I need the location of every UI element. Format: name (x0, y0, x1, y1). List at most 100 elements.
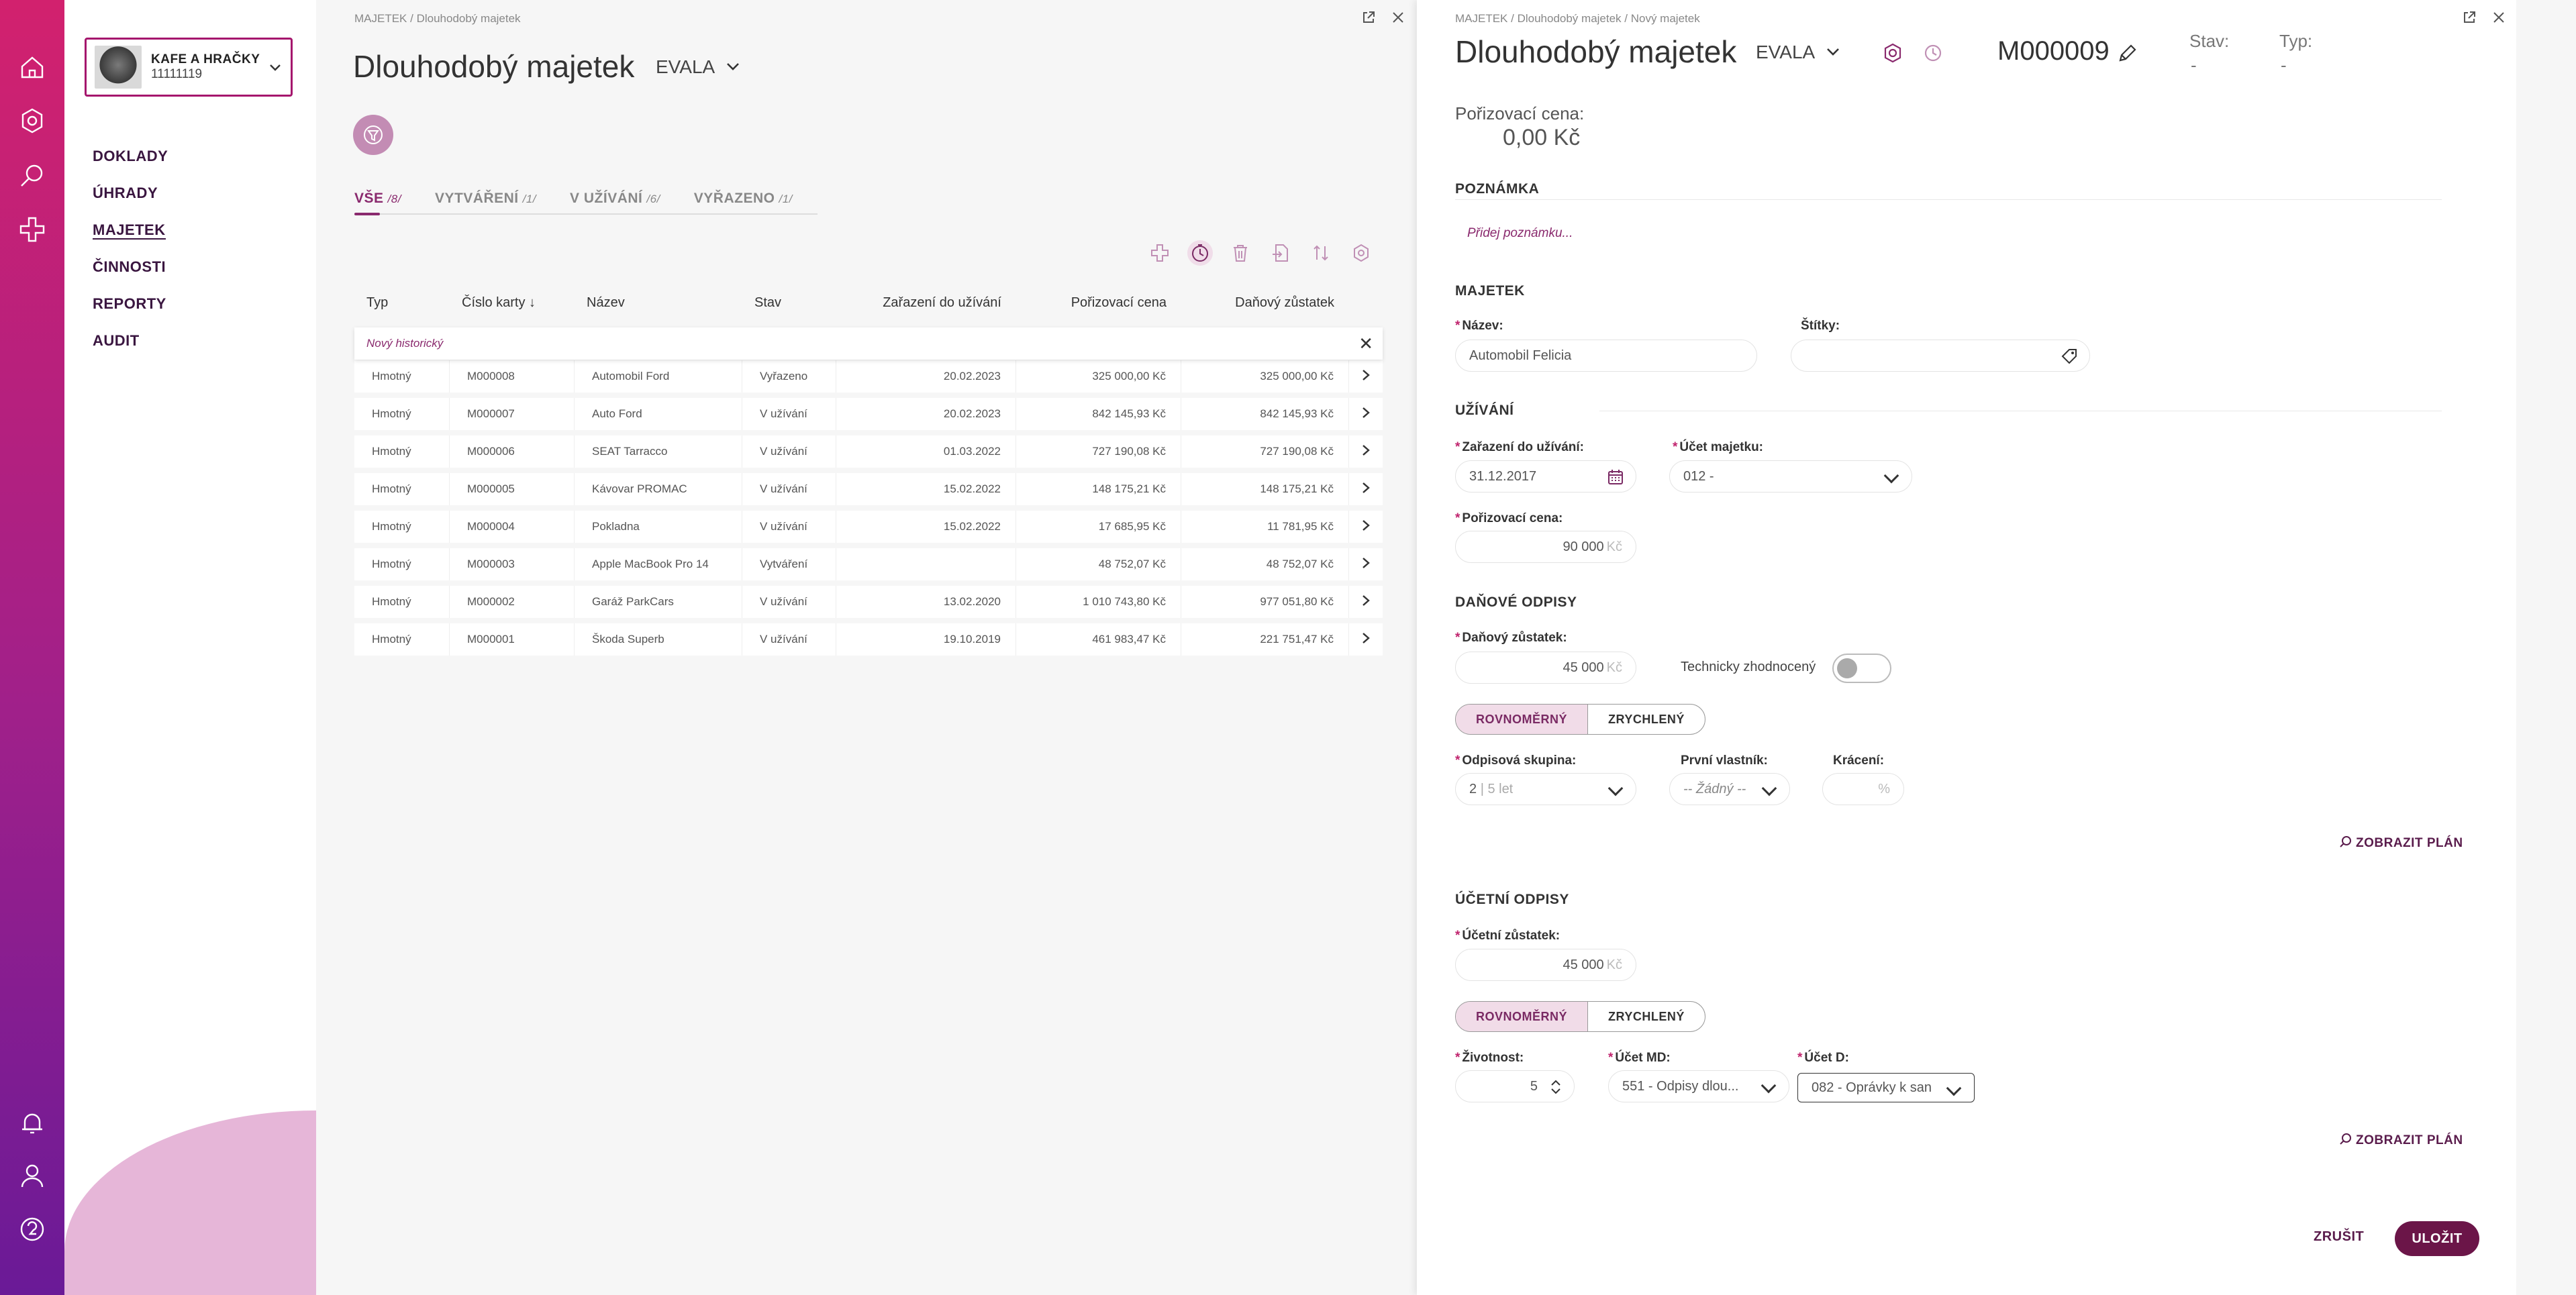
ucetni-zustatek-input[interactable]: 45 000 Kč (1455, 949, 1636, 981)
table-row[interactable]: Hmotný M000008 Automobil Ford Vyřazeno 20.02… (354, 360, 1383, 393)
table-row[interactable]: Hmotný M000007 Auto Ford V užívání 20.02.202… (354, 398, 1383, 430)
nav-item-cinnosti[interactable]: ČINNOSTI (93, 258, 166, 275)
nav-item-uhrady[interactable]: ÚHRADY (93, 185, 158, 201)
delete-button[interactable] (1228, 240, 1253, 266)
add-asset-button[interactable] (1147, 240, 1173, 266)
col-stav[interactable]: Stav (754, 295, 782, 310)
close-icon[interactable]: ✕ (1358, 333, 1373, 354)
tab-vse[interactable]: VŠE/8/ (354, 191, 401, 206)
help-icon[interactable] (15, 1212, 50, 1247)
card-number: M000009 (1997, 36, 2110, 66)
cell-danovy-zustatek: 727 190,08 Kč (1181, 435, 1349, 468)
accounting-method-zrychleny[interactable]: ZRYCHLENÝ (1608, 1010, 1685, 1023)
history-icon[interactable] (1922, 42, 1944, 64)
cell-porizovaci-cena: 48 752,07 Kč (1016, 548, 1181, 580)
typ-value: - (2281, 55, 2287, 75)
tax-method-zrychleny[interactable]: ZRYCHLENÝ (1608, 713, 1685, 726)
breadcrumb[interactable]: MAJETEK / Dlouhodobý majetek (354, 12, 521, 25)
settings-icon[interactable] (15, 103, 50, 138)
bell-icon[interactable] (15, 1106, 50, 1141)
ucet-d-select[interactable]: 082 - Oprávky k san (1797, 1073, 1975, 1102)
settings-icon[interactable] (1881, 42, 1904, 64)
row-open-chevron-icon[interactable] (1349, 360, 1383, 393)
odpisova-skupina-select[interactable]: 2 | 5 let (1455, 773, 1636, 805)
col-cislo-karty[interactable]: Číslo karty ↓ (462, 295, 536, 310)
open-external-icon[interactable] (1360, 9, 1378, 27)
save-button[interactable]: ULOŽIT (2395, 1221, 2479, 1256)
table-row[interactable]: Hmotný M000005 Kávovar PROMAC V užívání 15.0… (354, 473, 1383, 505)
cancel-button[interactable]: ZRUŠIT (2314, 1229, 2365, 1244)
col-nazev[interactable]: Název (587, 295, 625, 310)
typ-label: Typ: (2279, 31, 2313, 51)
cell-porizovaci-cena: 325 000,00 Kč (1016, 360, 1181, 393)
search-icon[interactable] (15, 158, 50, 193)
tab-vytvareni[interactable]: VYTVÁŘENÍ/1/ (434, 191, 537, 206)
breadcrumb[interactable]: MAJETEK / Dlouhodobý majetek / Nový maje… (1455, 12, 1700, 25)
calendar-icon[interactable] (1606, 468, 1625, 486)
col-zarazeni[interactable]: Zařazení do užívání (883, 295, 1001, 310)
home-icon[interactable] (15, 50, 50, 85)
tab-v-uzivani[interactable]: V UŽÍVÁNÍ/6/ (570, 191, 660, 206)
tags-input[interactable] (1791, 340, 2090, 372)
cell-danovy-zustatek: 148 175,21 Kč (1181, 473, 1349, 505)
tab-vyrazeno[interactable]: VYŘAZENO/1/ (693, 191, 793, 206)
table-row[interactable]: Hmotný M000001 Škoda Superb V užívání 19.10.… (354, 623, 1383, 656)
table-row[interactable]: Hmotný M000004 Pokladna V užívání 15.02.2022… (354, 511, 1383, 543)
nav-item-doklady[interactable]: DOKLADY (93, 148, 168, 164)
row-open-chevron-icon[interactable] (1349, 435, 1383, 468)
nav-item-audit[interactable]: AUDIT (93, 332, 140, 349)
prvni-vlastnik-select[interactable]: -- Žádný -- (1669, 773, 1790, 805)
add-icon[interactable] (15, 212, 50, 247)
nav-item-reporty[interactable]: REPORTY (93, 295, 166, 312)
export-button[interactable] (1268, 240, 1293, 266)
company-switcher[interactable]: EVALA (1756, 42, 1842, 63)
kraceni-input[interactable]: % (1822, 773, 1904, 805)
new-historical-row[interactable]: Nový historický ✕ (354, 327, 1383, 360)
sort-button[interactable] (1308, 240, 1334, 266)
ucet-md-select[interactable]: 551 - Odpisy dlou... (1608, 1070, 1789, 1102)
close-icon[interactable] (1390, 9, 1407, 27)
chevron-down-icon (270, 64, 281, 71)
col-typ[interactable]: Typ (366, 295, 389, 310)
zivotnost-stepper[interactable]: 5 (1455, 1070, 1575, 1102)
accounting-method-rovnomerny[interactable]: ROVNOMĚRNÝ (1456, 1002, 1589, 1031)
open-external-icon[interactable] (2461, 9, 2479, 27)
tax-method-rovnomerny[interactable]: ROVNOMĚRNÝ (1456, 705, 1589, 734)
stepper-icon[interactable] (1548, 1078, 1563, 1096)
row-open-chevron-icon[interactable] (1349, 623, 1383, 656)
nav-item-majetek[interactable]: MAJETEK (93, 221, 166, 240)
section-usage: UŽÍVÁNÍ (1455, 403, 1514, 418)
row-open-chevron-icon[interactable] (1349, 586, 1383, 618)
danovy-zustatek-input[interactable]: 45 000 Kč (1455, 652, 1636, 684)
table-row[interactable]: Hmotný M000006 SEAT Tarracco V užívání 01.03… (354, 435, 1383, 468)
company-selector[interactable]: KAFE A HRAČKY 11111119 (85, 38, 293, 97)
user-icon[interactable] (15, 1158, 50, 1193)
cell-cislo-karty: M000004 (450, 511, 575, 543)
col-danovy-zustatek[interactable]: Daňový zůstatek (1235, 295, 1334, 310)
show-accounting-plan-button[interactable]: ZOBRAZIT PLÁN (2338, 1132, 2463, 1148)
row-open-chevron-icon[interactable] (1349, 473, 1383, 505)
cell-zarazeni: 19.10.2019 (836, 623, 1016, 656)
table-row[interactable]: Hmotný M000003 Apple MacBook Pro 14 Vytváře… (354, 548, 1383, 580)
company-switcher[interactable]: EVALA (656, 56, 742, 78)
note-input[interactable]: Přidej poznámku... (1467, 226, 1573, 240)
technicky-zhodnoceny-toggle[interactable] (1832, 654, 1891, 683)
nazev-input[interactable]: Automobil Felicia (1455, 340, 1757, 372)
row-open-chevron-icon[interactable] (1349, 548, 1383, 580)
show-tax-plan-button[interactable]: ZOBRAZIT PLÁN (2338, 835, 2463, 851)
row-open-chevron-icon[interactable] (1349, 398, 1383, 430)
zarazeni-date-input[interactable]: 31.12.2017 (1455, 460, 1636, 493)
porizovaci-cena-input[interactable]: 90 000 Kč (1455, 531, 1636, 563)
history-button[interactable] (1187, 240, 1213, 266)
ucet-majetku-select[interactable]: 012 - (1669, 460, 1912, 493)
table-row[interactable]: Hmotný M000002 Garáž ParkCars V užívání 13.0… (354, 586, 1383, 618)
settings-button[interactable] (1348, 240, 1374, 266)
edit-icon[interactable] (2116, 42, 2139, 64)
table-toolbar (1147, 240, 1374, 266)
close-icon[interactable] (2491, 9, 2508, 27)
row-open-chevron-icon[interactable] (1349, 511, 1383, 543)
filter-button[interactable] (353, 115, 393, 155)
cell-danovy-zustatek: 48 752,07 Kč (1181, 548, 1349, 580)
company-name: KAFE A HRAČKY (151, 52, 260, 66)
col-porizovaci-cena[interactable]: Pořizovací cena (1071, 295, 1167, 310)
